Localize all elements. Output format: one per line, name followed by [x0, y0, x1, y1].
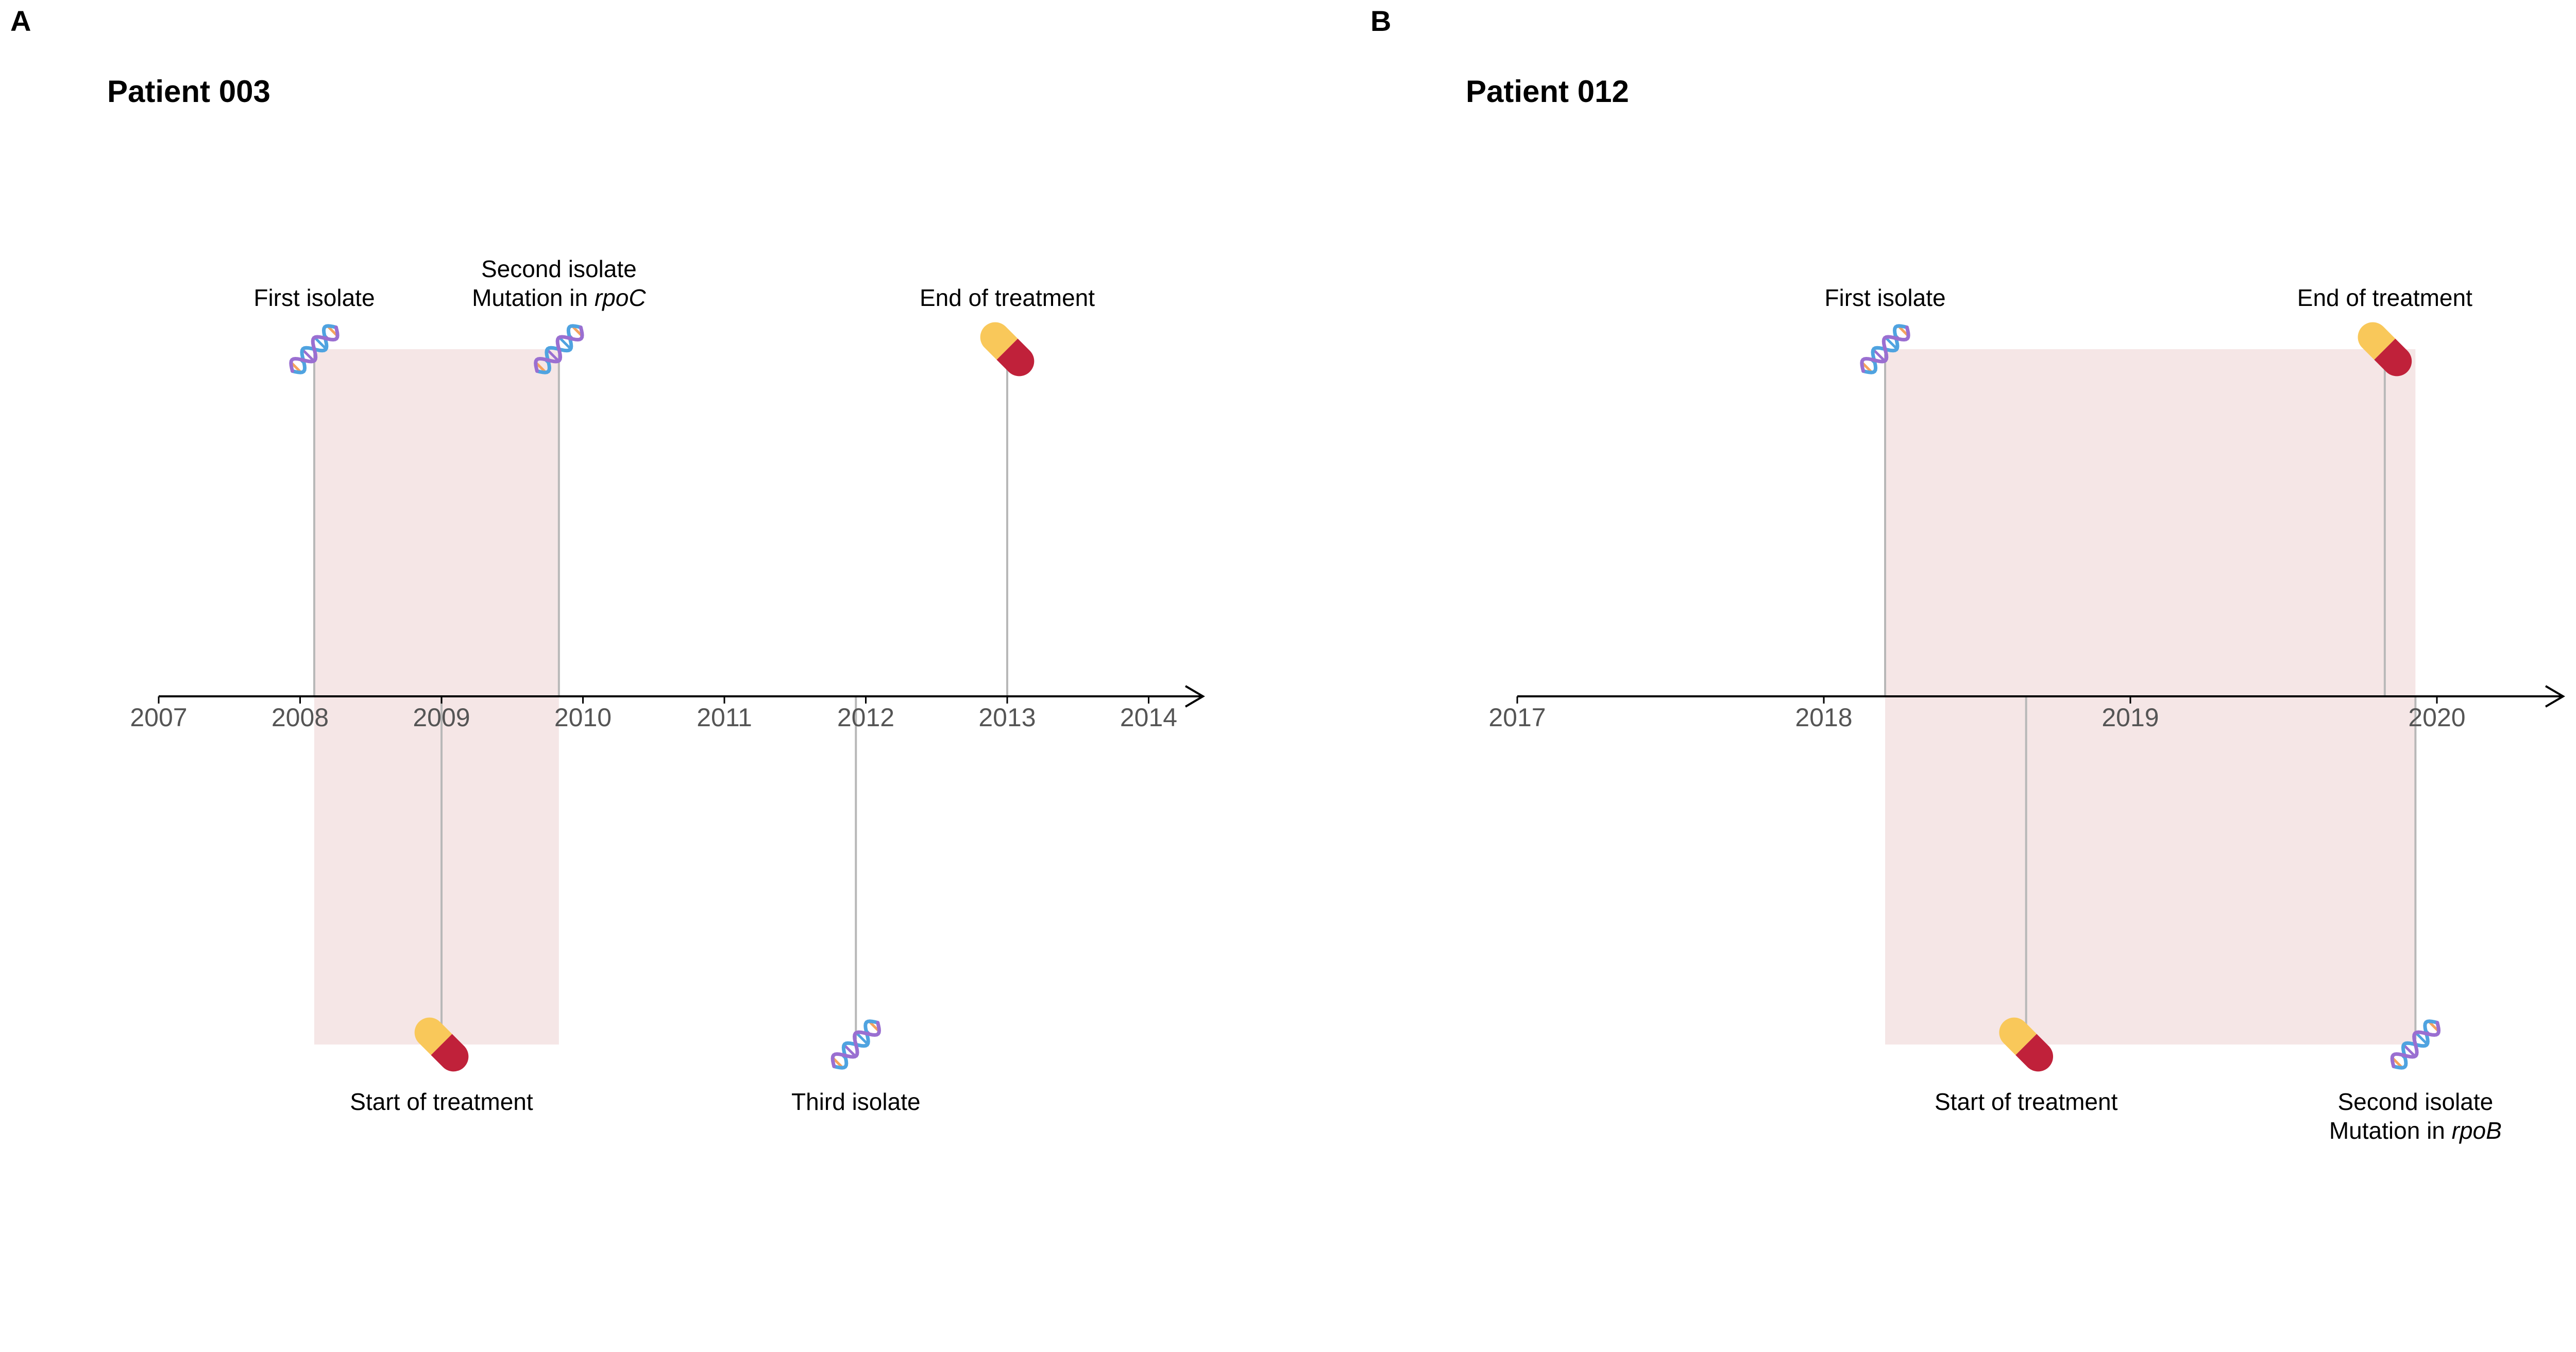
event-label: First isolate [253, 284, 375, 311]
panel-title-b: Patient 012 [1466, 74, 1629, 109]
event-label-text: First isolate [1824, 284, 1945, 311]
pill-icon [1999, 1017, 2054, 1072]
tick-label: 2019 [2102, 703, 2159, 732]
event-label-text: Start of treatment [1935, 1088, 2118, 1115]
dna-icon [2390, 1019, 2441, 1070]
pill-icon [2358, 322, 2412, 376]
panel-a: A Patient 003 2007 2008 2009 2010 2011 2012 20… [10, 5, 1205, 1115]
event-label-text: Start of treatment [350, 1088, 533, 1115]
tick-label: 2009 [413, 703, 470, 732]
event-label-line: Mutation in rpoC [472, 284, 646, 311]
tick-label: 2011 [697, 703, 752, 732]
dna-icon [534, 324, 584, 374]
tick-label: 2008 [272, 703, 329, 732]
panel-letter-b: B [1370, 5, 1391, 37]
event-label-text: Second isolate [2337, 1088, 2493, 1115]
tick-label: 2007 [130, 703, 187, 732]
tick-label: 2014 [1120, 703, 1177, 732]
panel-letter-a: A [10, 5, 31, 37]
event-label-line: First isolate [1824, 284, 1945, 311]
event-label: Third isolate [791, 1088, 921, 1115]
timeline-plot-a: 2007 2008 2009 2010 2011 2012 2013 2014 First is… [130, 255, 1205, 1115]
event-label: First isolate [1824, 284, 1945, 311]
tick-label: 2017 [1488, 703, 1546, 732]
dna-icon [831, 1019, 881, 1070]
event-label-line: Second isolate [481, 255, 637, 282]
event-label: End of treatment [920, 284, 1095, 311]
event-label-line: Second isolate [2337, 1088, 2493, 1115]
event-label-text: Mutation in [2329, 1117, 2452, 1144]
dna-icon [1860, 324, 1910, 374]
tick-label: 2012 [837, 703, 894, 732]
pill-icon [414, 1017, 469, 1072]
event-label: End of treatment [2297, 284, 2472, 311]
event-label-text: First isolate [253, 284, 375, 311]
panel-b: B Patient 012 2017 2018 2019 2020 First isol… [1370, 5, 2565, 1144]
axis-arrowhead [1184, 685, 1205, 708]
event-label-line: End of treatment [2297, 284, 2472, 311]
event-label-text: Third isolate [791, 1088, 921, 1115]
tick-label: 2010 [554, 703, 612, 732]
event-label-text: End of treatment [2297, 284, 2472, 311]
event-label-line: Start of treatment [350, 1088, 533, 1115]
event-label-text: Mutation in [472, 284, 595, 311]
event-label-text: End of treatment [920, 284, 1095, 311]
event-label-line: Start of treatment [1935, 1088, 2118, 1115]
event-label-text: rpoB [2452, 1117, 2502, 1144]
event-label-line: Third isolate [791, 1088, 921, 1115]
event-label-line: End of treatment [920, 284, 1095, 311]
event-label: Start of treatment [350, 1088, 533, 1115]
event-label-line: First isolate [253, 284, 375, 311]
tick-label: 2020 [2408, 703, 2465, 732]
tick-label: 2013 [978, 703, 1036, 732]
tick-label: 2018 [1795, 703, 1852, 732]
pill-icon [980, 322, 1035, 376]
timeline-plot-b: 2017 2018 2019 2020 First isolate End of trea… [1488, 284, 2565, 1144]
event-label: Start of treatment [1935, 1088, 2118, 1115]
event-label-text: Second isolate [481, 255, 637, 282]
panel-title-a: Patient 003 [107, 74, 270, 109]
event-label-line: Mutation in rpoB [2329, 1117, 2502, 1144]
event-label-text: rpoC [595, 284, 646, 311]
dna-icon [289, 324, 340, 374]
axis-arrowhead [2545, 685, 2565, 708]
